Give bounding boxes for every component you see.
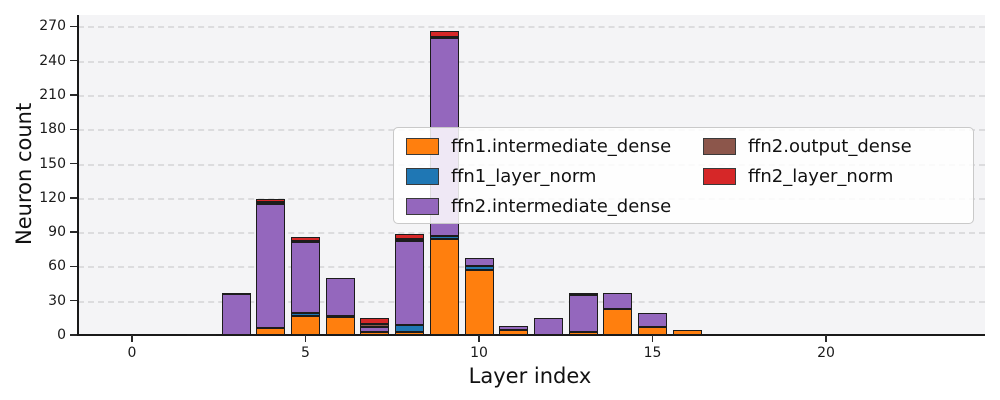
y-tick-mark-180 — [70, 128, 77, 131]
bar-segment-ffn1.intermediate_dense-layer-16 — [672, 330, 702, 335]
bar-segment-ffn2.output_dense-layer-3 — [221, 292, 251, 295]
bar-segment-ffn2_layer_norm-layer-5 — [291, 236, 320, 242]
y-tick-mark-240 — [70, 59, 77, 62]
bar-segment-ffn2_layer_norm-layer-8 — [395, 234, 425, 239]
bar-segment-ffn2.intermediate_dense-layer-15 — [638, 313, 667, 327]
bar-segment-ffn2.output_dense-layer-5 — [291, 241, 320, 244]
gridline-y-60 — [78, 266, 985, 269]
bar-segment-ffn1.intermediate_dense-layer-7 — [360, 331, 390, 335]
y-tick-mark-150 — [70, 162, 77, 165]
bar-segment-ffn1.intermediate_dense-layer-8 — [395, 331, 425, 335]
bar-segment-ffn2.intermediate_dense-layer-5 — [291, 242, 320, 314]
legend-swatch-ffn1.intermediate_dense — [406, 138, 439, 155]
gridline-y-30 — [78, 300, 985, 303]
bar-segment-ffn2_layer_norm-layer-7 — [360, 317, 390, 324]
y-tick-mark-120 — [70, 197, 77, 199]
bar-segment-ffn2_layer_norm-layer-4 — [256, 199, 286, 203]
bar-segment-ffn1.intermediate_dense-layer-4 — [256, 328, 286, 335]
bar-segment-ffn1_layer_norm-layer-6 — [325, 315, 355, 318]
y-tick-label-30: 30 — [48, 292, 66, 309]
legend-swatch-ffn2.intermediate_dense — [406, 198, 439, 215]
x-tick-mark-15 — [651, 335, 654, 342]
bar-segment-ffn2.intermediate_dense-layer-4 — [256, 203, 286, 329]
y-tick-label-240: 240 — [39, 52, 66, 69]
x-tick-label-15: 15 — [643, 345, 662, 361]
x-axis-spine — [77, 334, 985, 336]
y-tick-label-150: 150 — [39, 155, 66, 172]
legend-swatch-ffn1_layer_norm — [406, 168, 439, 185]
x-tick-label-20: 20 — [817, 345, 835, 361]
bar-segment-ffn1.intermediate_dense-layer-9 — [429, 239, 459, 335]
x-axis-label: Layer index — [468, 364, 592, 388]
y-tick-label-0: 0 — [57, 327, 66, 343]
y-tick-label-210: 210 — [39, 87, 66, 103]
legend: ffn1.intermediate_dense ffn1_layer_norm ff… — [393, 127, 974, 224]
y-tick-label-120: 120 — [39, 189, 66, 206]
bar-segment-ffn1_layer_norm-layer-10 — [464, 266, 494, 270]
bar-segment-ffn2.intermediate_dense-layer-10 — [464, 258, 494, 267]
bar-segment-ffn1.intermediate_dense-layer-5 — [291, 315, 320, 335]
gridline-y-240 — [78, 60, 985, 63]
bar-segment-ffn2.output_dense-layer-13 — [568, 292, 598, 295]
bar-segment-ffn1_layer_norm-layer-9 — [429, 235, 459, 239]
bar-segment-ffn2.intermediate_dense-layer-11 — [499, 325, 529, 331]
bar-segment-ffn1.intermediate_dense-layer-6 — [325, 316, 355, 335]
legend-item-ffn2.output_dense: ffn2.output_dense — [703, 137, 963, 157]
bar-segment-ffn2.intermediate_dense-layer-3 — [221, 293, 251, 335]
x-tick-label-10: 10 — [470, 345, 488, 361]
bar-segment-ffn1_layer_norm-layer-8 — [395, 324, 425, 332]
y-tick-mark-270 — [70, 25, 77, 28]
bar-segment-ffn2.intermediate_dense-layer-14 — [603, 292, 633, 309]
gridline-y-90 — [78, 232, 985, 235]
bar-segment-ffn2.output_dense-layer-9 — [429, 36, 459, 39]
bar-segment-ffn2.intermediate_dense-layer-12 — [533, 317, 563, 335]
y-tick-label-180: 180 — [39, 121, 66, 138]
bar-segment-ffn2.intermediate_dense-layer-8 — [395, 241, 425, 325]
x-tick-label-5: 5 — [301, 345, 310, 361]
bar-segment-ffn2.intermediate_dense-layer-13 — [568, 295, 598, 332]
legend-item-ffn1_layer_norm: ffn1_layer_norm — [406, 167, 696, 187]
legend-item-ffn2_layer_norm: ffn2_layer_norm — [703, 167, 963, 187]
bar-segment-ffn1.intermediate_dense-layer-11 — [499, 330, 529, 335]
legend-label-ffn1.intermediate_dense: ffn1.intermediate_dense — [451, 136, 672, 157]
legend-label-ffn2.output_dense: ffn2.output_dense — [748, 136, 912, 157]
legend-item-ffn1.intermediate_dense: ffn1.intermediate_dense — [406, 137, 696, 157]
bar-segment-ffn2.intermediate_dense-layer-2 — [186, 333, 216, 336]
bar-segment-ffn2.output_dense-layer-7 — [360, 323, 390, 327]
y-tick-label-60: 60 — [48, 258, 66, 275]
bar-segment-ffn1.intermediate_dense-layer-15 — [638, 327, 667, 335]
bar-segment-ffn2_layer_norm-layer-9 — [429, 31, 459, 37]
y-tick-mark-0 — [70, 334, 77, 336]
y-tick-label-270: 270 — [39, 18, 66, 35]
legend-label-ffn2_layer_norm: ffn2_layer_norm — [748, 166, 894, 187]
bar-segment-ffn2.output_dense-layer-8 — [395, 239, 425, 242]
bar-segment-ffn2.intermediate_dense-layer-7 — [360, 327, 390, 332]
legend-item-ffn2.intermediate_dense: ffn2.intermediate_dense — [406, 197, 696, 217]
x-tick-mark-0 — [131, 335, 133, 342]
bar-segment-ffn1.intermediate_dense-layer-10 — [464, 269, 494, 335]
x-tick-mark-20 — [825, 335, 827, 342]
bar-segment-ffn2.intermediate_dense-layer-6 — [325, 277, 355, 316]
legend-label-ffn2.intermediate_dense: ffn2.intermediate_dense — [451, 196, 672, 217]
y-tick-mark-210 — [70, 94, 77, 96]
y-tick-mark-30 — [70, 299, 77, 302]
bar-segment-ffn2.output_dense-layer-4 — [256, 202, 286, 205]
y-tick-mark-90 — [70, 231, 77, 233]
bar-segment-ffn1.intermediate_dense-layer-14 — [603, 308, 633, 335]
y-tick-mark-60 — [70, 265, 77, 268]
bar-segment-ffn1_layer_norm-layer-5 — [291, 313, 320, 316]
y-tick-label-90: 90 — [48, 224, 66, 241]
y-axis-spine — [77, 15, 79, 335]
y-axis-label: Neuron count — [12, 102, 36, 245]
legend-swatch-ffn2.output_dense — [703, 138, 736, 155]
gridline-y-210 — [78, 95, 985, 97]
bar-segment-ffn1.intermediate_dense-layer-13 — [568, 331, 598, 335]
x-tick-label-0: 0 — [127, 345, 137, 361]
x-tick-mark-10 — [478, 335, 480, 342]
legend-swatch-ffn2_layer_norm — [703, 168, 736, 185]
legend-label-ffn1_layer_norm: ffn1_layer_norm — [451, 166, 597, 187]
x-tick-mark-5 — [304, 335, 307, 342]
gridline-y-270 — [78, 26, 985, 29]
